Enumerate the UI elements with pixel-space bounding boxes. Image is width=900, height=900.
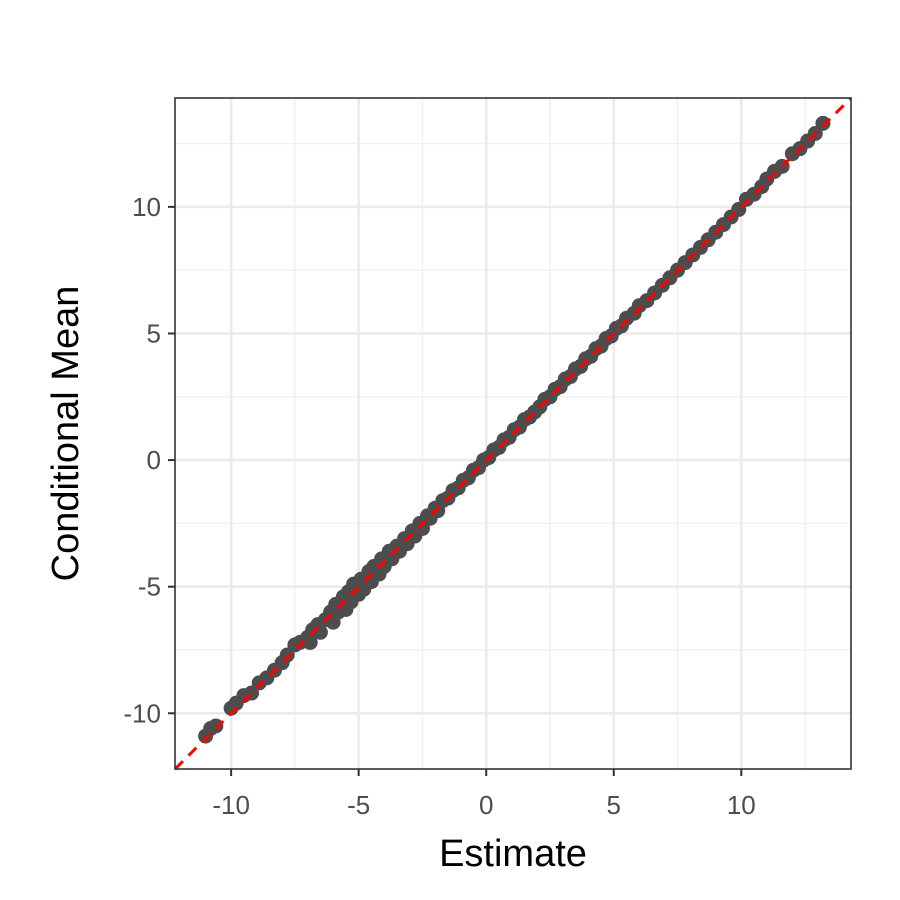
- plot-panel-border: [174, 97, 852, 770]
- y-tick-label: 0: [147, 445, 161, 475]
- x-axis: -10 -5 0 5 10: [212, 769, 756, 820]
- y-tick-label: 5: [147, 318, 161, 348]
- y-tick-label: -5: [138, 572, 161, 602]
- data-point: [815, 115, 831, 131]
- x-tick-label: -5: [347, 790, 370, 820]
- identity-reference-line: [173, 96, 853, 771]
- y-axis: -10 -5 0 5 10: [123, 192, 175, 728]
- y-tick-label: 10: [132, 192, 161, 222]
- x-axis-title: Estimate: [439, 833, 587, 875]
- data-point: [208, 718, 224, 734]
- x-tick-label: 10: [727, 790, 756, 820]
- major-gridlines: [175, 98, 851, 769]
- x-tick-label: 5: [607, 790, 621, 820]
- x-tick-label: -10: [212, 790, 250, 820]
- y-tick-label: -10: [123, 698, 161, 728]
- x-tick-label: 0: [479, 790, 493, 820]
- data-point: [302, 634, 318, 650]
- y-axis-title: Conditional Mean: [45, 286, 87, 582]
